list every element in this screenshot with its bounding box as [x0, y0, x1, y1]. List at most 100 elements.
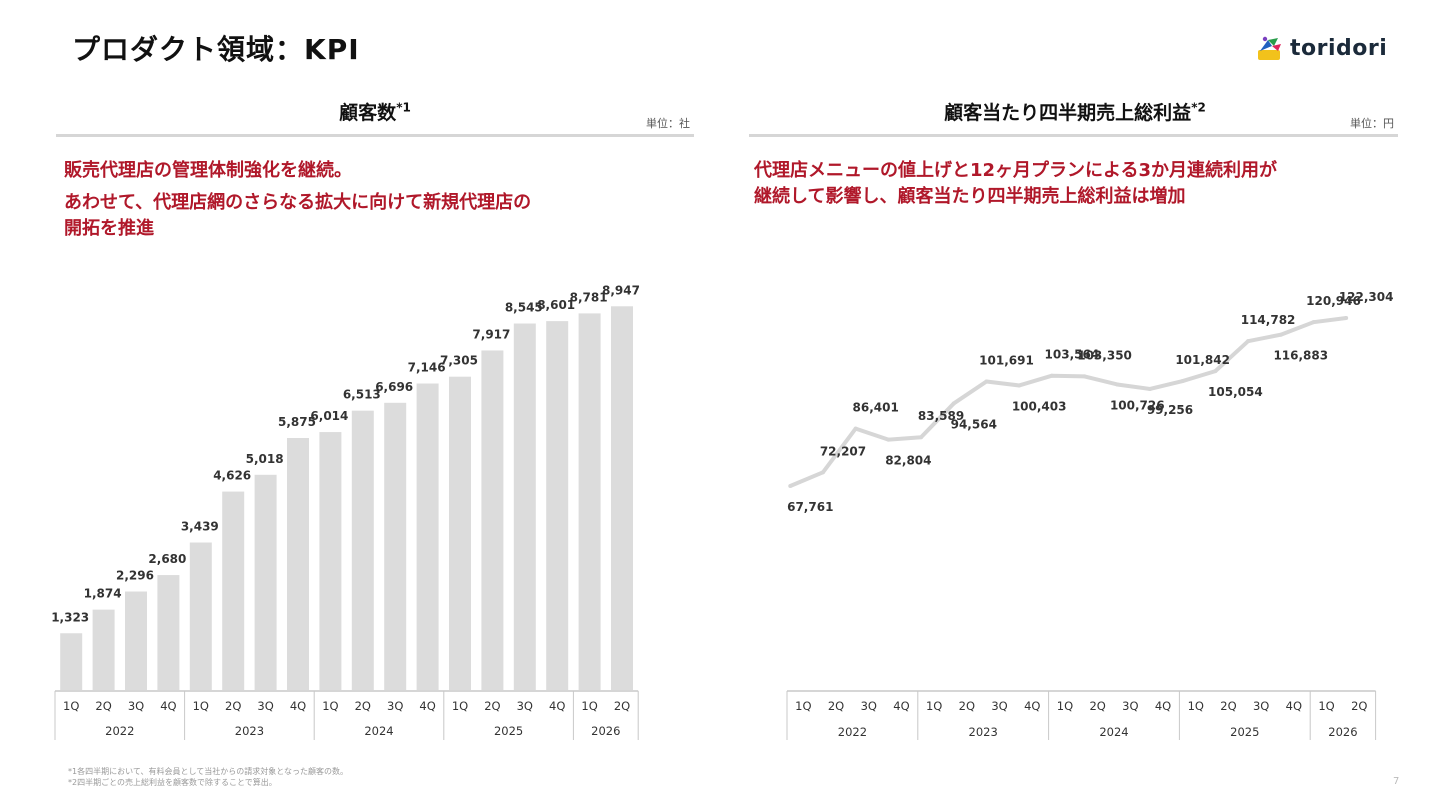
x-tick-label: 2Q: [484, 699, 500, 713]
x-tick-label: 4Q: [419, 699, 435, 713]
x-tick-label: 1Q: [926, 699, 942, 713]
point-value-label: 103,564: [1045, 348, 1100, 362]
left-unit-label: 単位：社: [646, 117, 690, 130]
x-tick-label: 2Q: [959, 699, 975, 713]
point-value-label: 67,761: [787, 500, 833, 514]
point-value-label: 101,842: [1175, 353, 1230, 367]
bar-value-label: 8,545: [505, 301, 543, 315]
x-tick-label: 1Q: [1057, 699, 1073, 713]
x-tick-label: 4Q: [1155, 699, 1171, 713]
left-message-line: 販売代理店の管理体制強化を継続。: [64, 160, 352, 181]
x-tick-label: 2Q: [828, 699, 844, 713]
bar-value-label: 8,781: [570, 290, 608, 304]
bar: [222, 491, 245, 690]
x-tick-label: 2Q: [1220, 699, 1236, 713]
year-label: 2026: [1328, 725, 1357, 739]
point-value-label: 72,207: [820, 444, 866, 458]
point-value-label: 99,256: [1147, 403, 1193, 417]
left-message-line: あわせて、代理店網のさらなる拡大に向けて新規代理店の: [64, 192, 532, 213]
data-point: [1213, 369, 1218, 374]
year-label: 2025: [1230, 725, 1259, 739]
bar: [189, 542, 212, 690]
point-value-label: 120,946: [1306, 294, 1361, 308]
x-tick-label: 1Q: [581, 699, 597, 713]
bar: [481, 350, 504, 690]
bar: [611, 306, 633, 690]
point-value-label: 83,589: [918, 409, 964, 423]
x-tick-label: 3Q: [128, 699, 144, 713]
bar: [287, 438, 309, 690]
x-tick-label: 1Q: [193, 699, 209, 713]
bar: [319, 432, 342, 690]
bar-value-label: 5,875: [278, 415, 316, 429]
point-value-label: 103,350: [1077, 348, 1132, 362]
bar: [351, 410, 374, 690]
x-tick-label: 3Q: [257, 699, 273, 713]
point-value-label: 122,304: [1339, 290, 1394, 304]
x-tick-label: 1Q: [322, 699, 338, 713]
point-value-label: 100,726: [1110, 398, 1165, 412]
left-chart-title-text: 顧客数: [339, 102, 397, 124]
x-tick-label: 4Q: [893, 699, 909, 713]
x-tick-label: 3Q: [517, 699, 533, 713]
x-tick-label: 3Q: [1122, 699, 1138, 713]
bar: [416, 383, 439, 690]
point-value-label: 82,804: [885, 454, 931, 468]
bar-value-label: 1,874: [84, 587, 122, 601]
year-label: 2022: [105, 724, 134, 738]
data-point: [1017, 383, 1022, 388]
x-tick-label: 2Q: [355, 699, 371, 713]
x-tick-label: 2Q: [1351, 699, 1367, 713]
point-value-label: 100,403: [1012, 399, 1067, 413]
data-point: [1278, 332, 1283, 337]
x-tick-label: 4Q: [549, 699, 565, 713]
bar-value-label: 8,947: [602, 283, 640, 297]
year-label: 2022: [838, 725, 867, 739]
x-tick-label: 4Q: [290, 699, 306, 713]
year-label: 2025: [494, 724, 523, 738]
bar-value-label: 2,296: [116, 569, 154, 583]
left-message-line: 開拓を推進: [64, 218, 154, 239]
logo-text: toridori: [1290, 35, 1388, 61]
data-point: [788, 484, 793, 488]
bar-value-label: 3,439: [181, 520, 219, 534]
bar: [449, 376, 471, 690]
right-message-line: 代理店メニューの値上げと12ヶ月プランによる3か月連続利用が: [754, 160, 1278, 181]
bar: [384, 402, 407, 690]
left-chart-title: 顧客数*1: [300, 98, 450, 125]
year-label: 2024: [1099, 725, 1128, 739]
bar-value-label: 2,680: [148, 552, 186, 566]
data-point: [984, 379, 989, 384]
data-point: [1082, 374, 1087, 379]
x-tick-label: 1Q: [1188, 699, 1204, 713]
bar-value-label: 6,696: [375, 380, 413, 394]
footnote-2: *2四半期ごとの売上総利益を顧客数で除することで算出。: [68, 778, 277, 787]
point-value-label: 116,883: [1273, 349, 1328, 363]
bar: [157, 575, 180, 690]
left-chart-title-note: *1: [396, 100, 411, 115]
bar: [60, 633, 83, 690]
bar: [254, 474, 277, 690]
x-tick-label: 1Q: [795, 699, 811, 713]
right-chart-title-note: *2: [1191, 100, 1206, 115]
bar-value-label: 4,626: [213, 469, 251, 483]
left-title-divider: [56, 134, 694, 137]
data-point: [951, 401, 956, 406]
data-point: [853, 426, 858, 431]
x-tick-label: 1Q: [452, 699, 468, 713]
x-tick-label: 2Q: [95, 699, 111, 713]
left-message: 販売代理店の管理体制強化を継続。 あわせて、代理店網のさらなる拡大に向けて新規代…: [64, 158, 531, 242]
bar-value-label: 6,014: [310, 409, 348, 423]
point-value-label: 114,782: [1241, 313, 1296, 327]
x-tick-label: 1Q: [1318, 699, 1334, 713]
x-tick-label: 3Q: [861, 699, 877, 713]
data-point: [1311, 320, 1316, 325]
x-tick-label: 1Q: [63, 699, 79, 713]
x-tick-label: 2Q: [614, 699, 630, 713]
bar-value-label: 1,323: [51, 610, 89, 624]
data-point: [886, 437, 891, 442]
bar: [92, 609, 115, 690]
x-tick-label: 3Q: [387, 699, 403, 713]
company-logo: toridori: [1256, 32, 1387, 64]
